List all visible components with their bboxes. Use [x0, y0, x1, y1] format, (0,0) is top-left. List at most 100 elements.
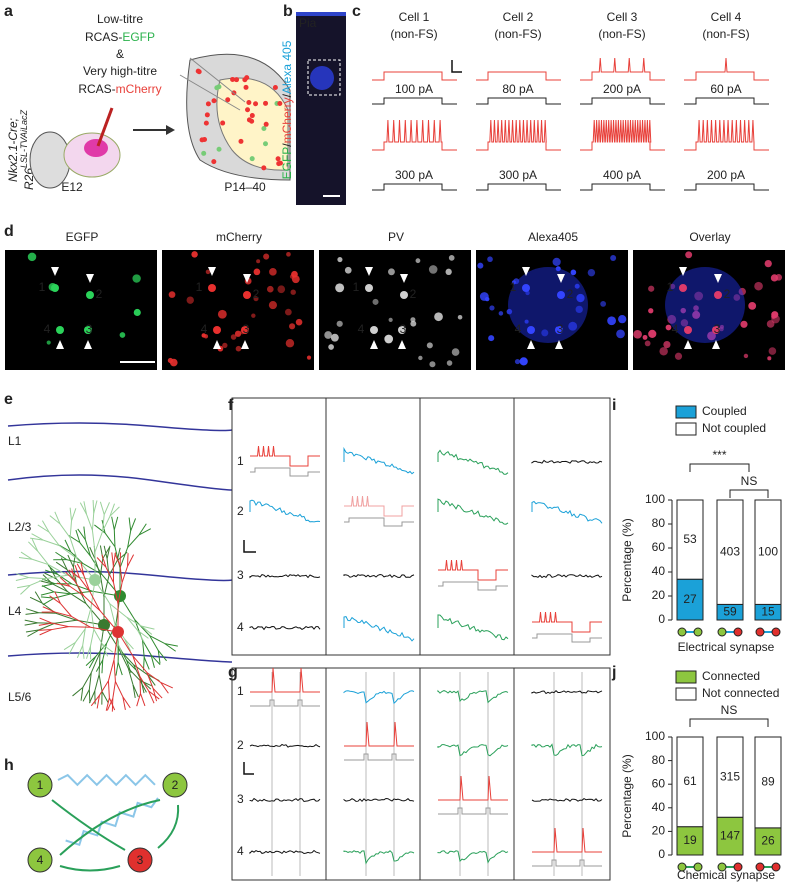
- pair-icon: [733, 862, 743, 872]
- neurite: [150, 654, 155, 668]
- neurite: [138, 523, 147, 536]
- cell-body: [648, 308, 654, 314]
- construct-text-part: mCherry: [116, 82, 162, 96]
- neurite: [101, 691, 109, 704]
- bar-count: 147: [720, 828, 740, 842]
- bar-count: 315: [720, 769, 740, 783]
- neurite: [157, 650, 167, 662]
- neurite: [116, 551, 128, 562]
- cell-number: 4: [237, 620, 244, 634]
- voltage-trace: [438, 559, 508, 581]
- neurite: [38, 622, 53, 626]
- cell-body: [335, 283, 345, 293]
- cell-number: 2: [724, 287, 731, 301]
- neurite: [103, 575, 110, 598]
- cell-body: [289, 274, 295, 279]
- neurite: [127, 668, 134, 685]
- layer-boundary: [7, 570, 233, 582]
- panel-letter: j: [611, 664, 616, 681]
- cell-body: [610, 254, 617, 261]
- cell-body: [388, 317, 393, 322]
- y-tick-label: 20: [652, 588, 666, 602]
- y-axis-label: Percentage (%): [620, 518, 634, 601]
- voltage-trace: [437, 449, 509, 475]
- sig-bracket: [689, 463, 750, 472]
- neurite: [29, 596, 43, 604]
- neurite: [94, 531, 103, 553]
- neurite: [127, 534, 140, 548]
- voltage-trace: [250, 445, 320, 467]
- current-label: 200 pA: [603, 82, 641, 96]
- command-step: [438, 581, 508, 591]
- neurite: [102, 643, 108, 661]
- neurite: [150, 654, 161, 666]
- neurite: [20, 584, 31, 595]
- cell-number: 3: [557, 322, 564, 336]
- neurite: [59, 545, 78, 559]
- recorded-cell: [86, 291, 94, 299]
- recorded-cell: [522, 284, 530, 292]
- neurite: [25, 612, 39, 615]
- neurite: [82, 628, 86, 646]
- genotype-text: Nkx2.1-Cre;: [6, 118, 20, 182]
- pair-icon: [693, 862, 703, 872]
- cell-body: [555, 266, 561, 272]
- neurite: [83, 526, 86, 540]
- command-step: [580, 97, 665, 105]
- pair-icon: [677, 627, 687, 637]
- neurite: [141, 625, 153, 635]
- neurite: [40, 591, 54, 596]
- command-step: [250, 699, 320, 707]
- neurite: [74, 564, 80, 578]
- stain-text-part: mCherry: [280, 97, 294, 143]
- neurite: [94, 559, 101, 576]
- cell-body: [266, 285, 274, 293]
- neurite: [101, 554, 107, 568]
- neurite: [68, 642, 76, 655]
- cell-node-label: 4: [37, 853, 44, 867]
- neurite: [112, 681, 116, 699]
- channel-label: PV: [388, 230, 404, 244]
- layer-label: L5/6: [8, 690, 32, 704]
- cell-number: 4: [515, 322, 522, 336]
- voltage-trace: [343, 446, 415, 475]
- neurite: [132, 655, 148, 673]
- bar-count: 100: [758, 544, 778, 558]
- neurite: [69, 585, 85, 597]
- cell-dot: [199, 137, 205, 143]
- cell-body: [600, 301, 607, 307]
- cell-body: [295, 318, 303, 326]
- cell-dot: [272, 85, 278, 91]
- neurite: [74, 628, 86, 643]
- cell-body: [568, 321, 578, 331]
- genotype-text-part: LSL-TVAiLacZ: [19, 109, 29, 168]
- construct-text-part: RCAS-: [85, 30, 122, 44]
- cell-dot: [262, 141, 268, 147]
- voltage-trace: [343, 797, 415, 803]
- cell-node: [27, 772, 53, 798]
- cell-number: 3: [86, 322, 93, 336]
- neurite: [43, 539, 60, 547]
- neurite: [130, 518, 137, 531]
- cell-dot: [216, 146, 222, 152]
- neurite: [136, 693, 141, 707]
- y-tick-label: 100: [645, 492, 665, 506]
- neurite: [152, 688, 158, 702]
- voltage-trace: [580, 119, 665, 151]
- voltage-trace: [250, 667, 320, 693]
- cell-body: [616, 329, 625, 339]
- cell-body: [574, 283, 580, 289]
- neurite: [48, 564, 68, 576]
- cell-body: [336, 320, 343, 327]
- bar-count: 403: [720, 544, 740, 558]
- panel-letter: e: [4, 391, 13, 408]
- arrowhead: [243, 274, 251, 283]
- voltage-trace: [532, 611, 602, 633]
- neurite: [118, 648, 129, 669]
- neurite: [101, 519, 106, 534]
- neurite: [54, 591, 61, 604]
- neurite: [105, 567, 114, 583]
- micrograph: [162, 250, 314, 370]
- cell-body: [222, 342, 228, 349]
- neurite: [15, 577, 29, 581]
